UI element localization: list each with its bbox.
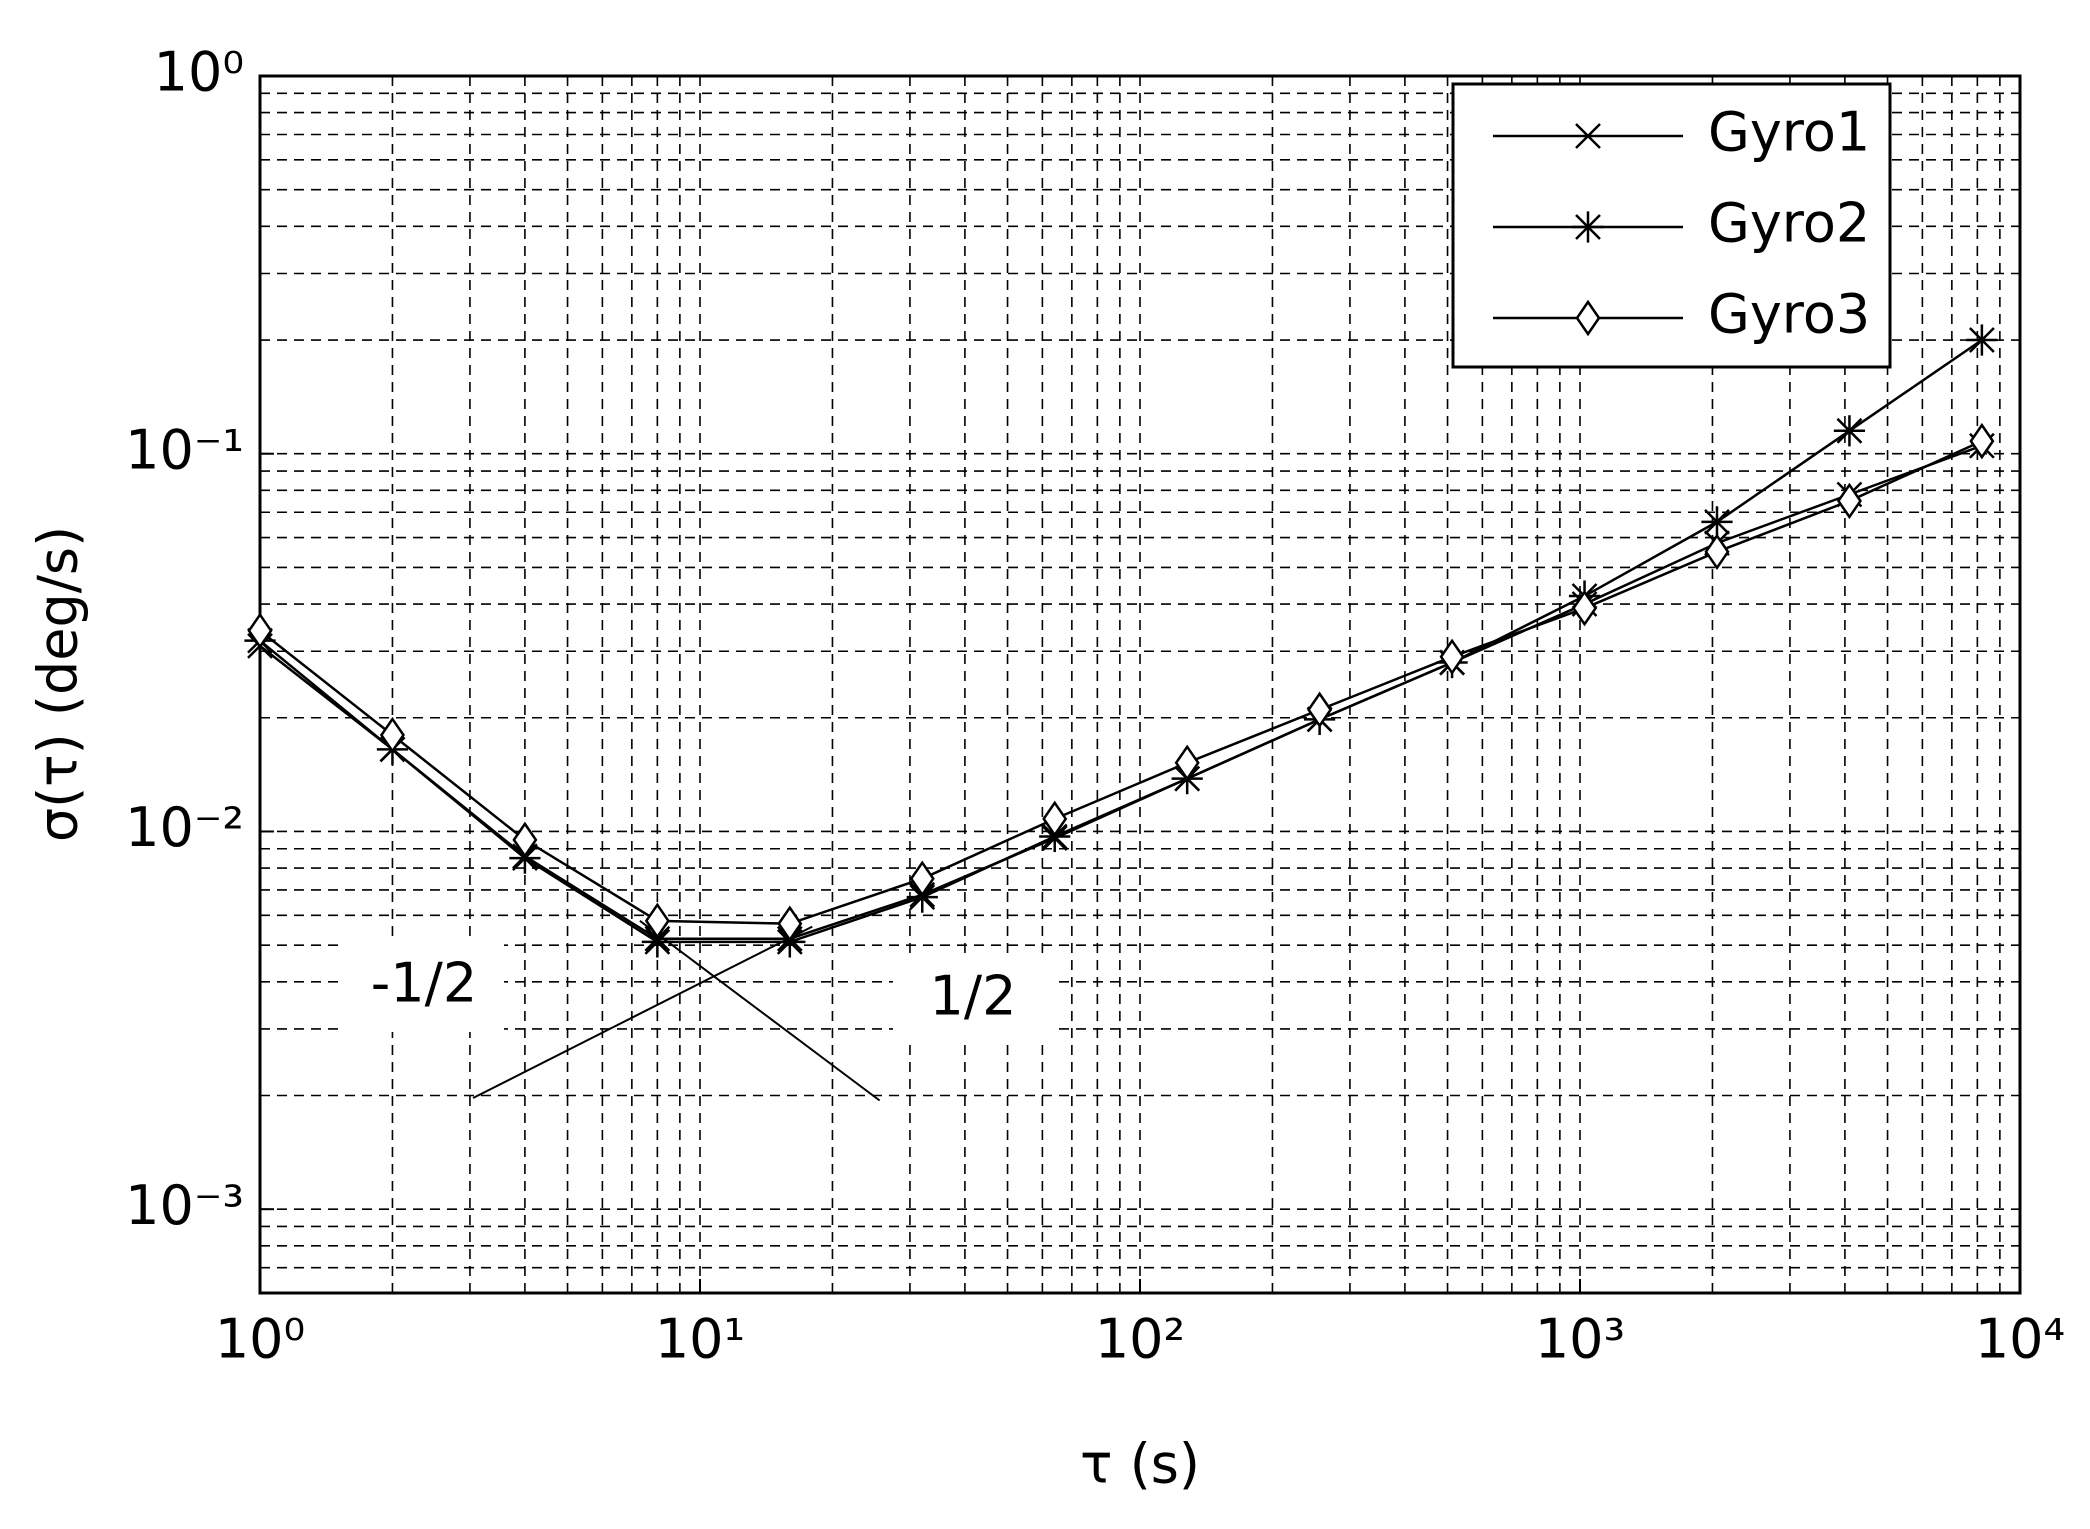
marker — [1969, 422, 1995, 460]
marker-diamond — [1575, 299, 1601, 337]
marker — [909, 860, 935, 897]
marker — [1575, 123, 1601, 149]
marker — [1307, 691, 1333, 728]
marker-diamond — [379, 716, 405, 754]
y-axis-label: σ(τ) (deg/s) — [27, 526, 90, 842]
marker-diamond — [1704, 533, 1730, 571]
marker — [1966, 324, 1998, 356]
marker — [1836, 482, 1862, 520]
marker-diamond — [512, 821, 538, 859]
reference-label-background — [893, 955, 1053, 1045]
marker-diamond — [247, 612, 273, 649]
x-tick-label: 10⁴ — [1975, 1308, 2065, 1371]
marker-diamond — [1042, 800, 1068, 838]
legend-label: Gyro1 — [1708, 101, 1870, 164]
marker-stroke — [1575, 123, 1601, 149]
x-tick-label: 10³ — [1535, 1308, 1625, 1371]
marker — [1439, 638, 1465, 676]
marker — [1042, 800, 1068, 838]
reference-line — [639, 920, 881, 1102]
legend-box — [1451, 82, 1892, 369]
series-line — [259, 439, 1983, 925]
marker-diamond — [1572, 589, 1598, 627]
plot-frame — [258, 74, 2022, 1295]
series-line — [259, 338, 1983, 944]
marker-diamond — [1307, 691, 1333, 728]
x-tick-label: 10⁰ — [215, 1308, 305, 1371]
reference-label: 1/2 — [930, 965, 1017, 1028]
marker — [777, 905, 803, 942]
legend-label: Gyro3 — [1708, 283, 1870, 346]
marker — [512, 821, 538, 859]
marker — [1701, 506, 1733, 538]
marker — [1174, 744, 1200, 781]
x-tick-label: 10² — [1095, 1308, 1185, 1371]
marker — [1833, 415, 1866, 447]
marker-diamond — [644, 902, 670, 940]
marker — [1575, 299, 1601, 337]
marker-diamond — [1439, 638, 1465, 676]
reference-label: -1/2 — [371, 952, 477, 1015]
marker-diamond — [1174, 744, 1200, 781]
marker-diamond — [1836, 482, 1862, 520]
x-axis-label: τ (s) — [1080, 1433, 1200, 1496]
marker — [1572, 589, 1598, 627]
y-tick-label: 10⁻³ — [125, 1174, 244, 1237]
x-tick-label: 10¹ — [655, 1308, 745, 1371]
reference-label-background — [344, 942, 504, 1032]
y-tick-label: 10⁰ — [154, 41, 244, 104]
y-tick-label: 10⁻¹ — [125, 418, 244, 481]
marker — [1704, 533, 1730, 571]
marker-diamond — [777, 905, 803, 942]
reference-line — [472, 925, 813, 1099]
marker — [247, 612, 273, 649]
marker — [644, 902, 670, 940]
marker-diamond — [1969, 422, 1995, 460]
marker — [1572, 211, 1604, 243]
legend-label: Gyro2 — [1708, 192, 1870, 255]
y-tick-label: 10⁻² — [125, 796, 244, 859]
marker — [379, 716, 405, 754]
marker-diamond — [909, 860, 935, 897]
